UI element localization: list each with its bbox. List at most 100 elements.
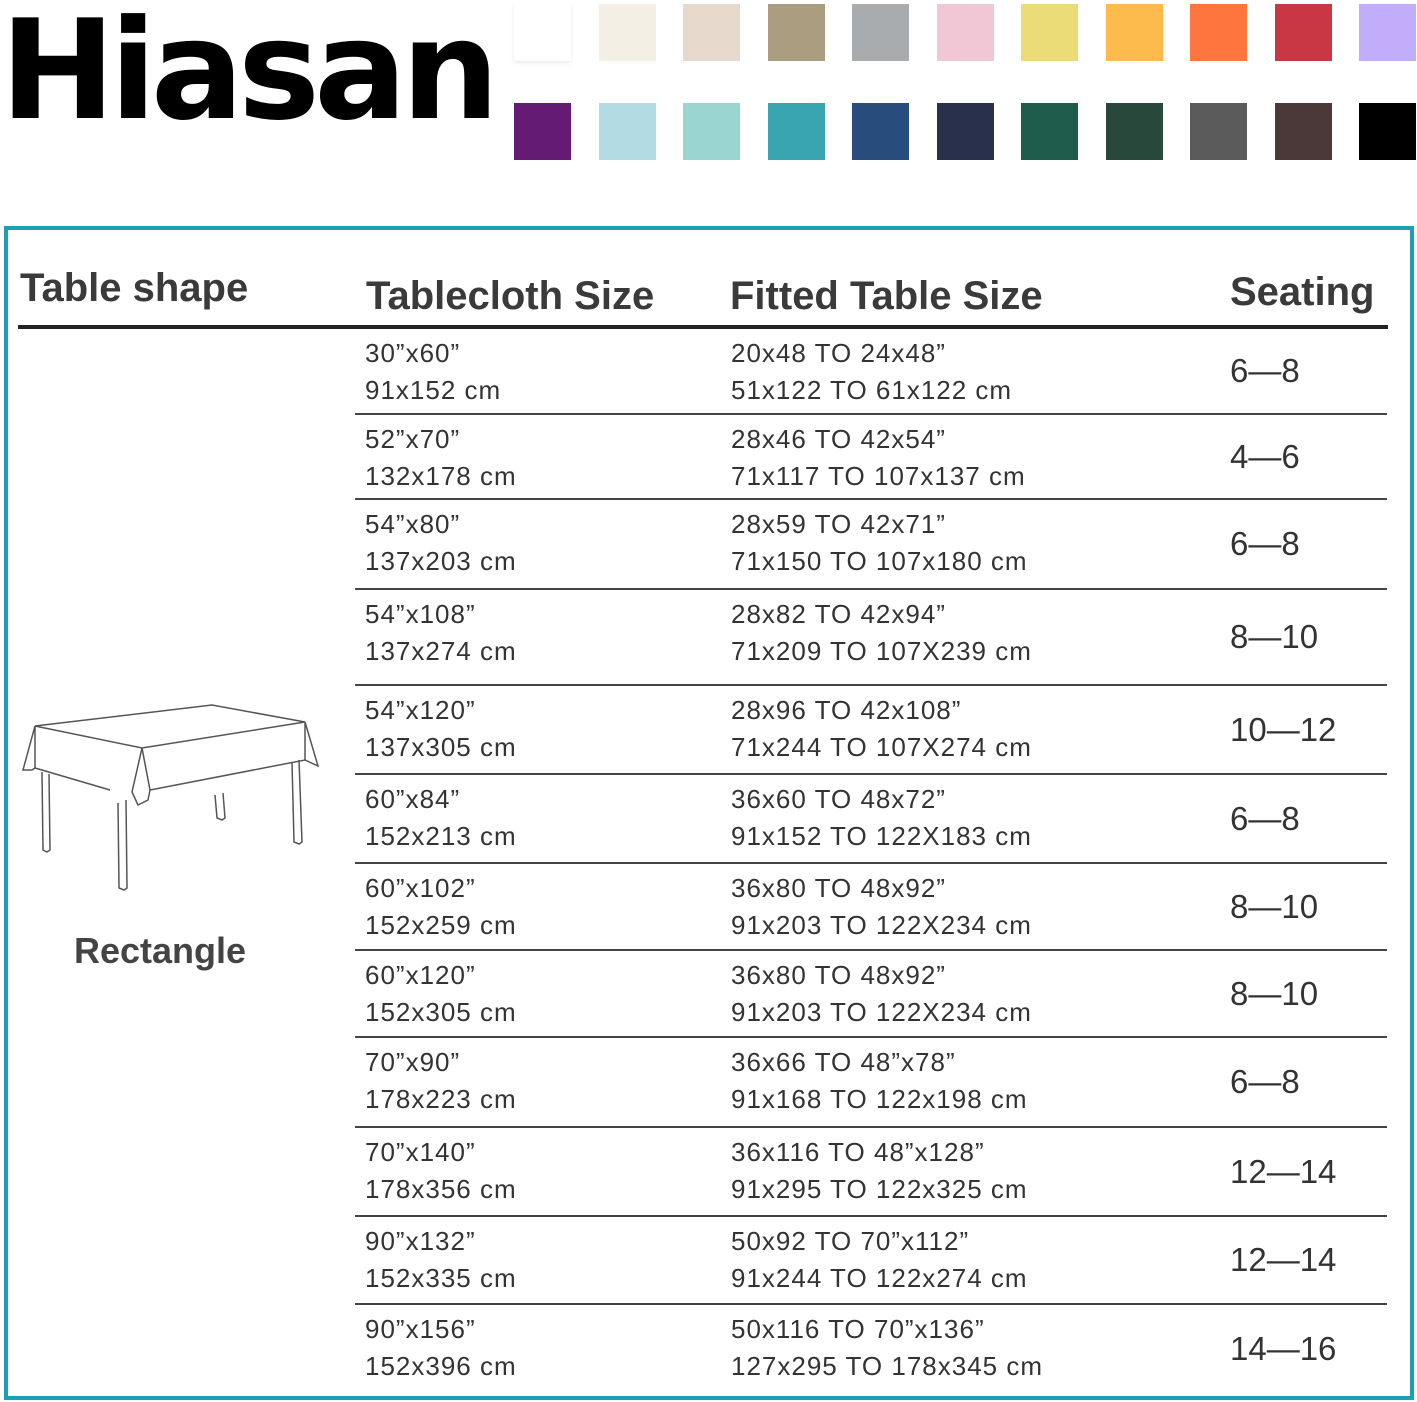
fitted-table-size: 28x82 TO 42x94” 71x209 TO 107X239 cm bbox=[731, 596, 1032, 670]
color-swatch[interactable] bbox=[852, 103, 909, 160]
fitted-table-size: 36x80 TO 48x92” 91x203 TO 122X234 cm bbox=[731, 957, 1032, 1031]
header-table-shape: Table shape bbox=[20, 266, 249, 310]
color-swatch[interactable] bbox=[1274, 4, 1332, 61]
color-swatch[interactable] bbox=[1021, 103, 1078, 160]
table-row: 54”x120” 137x305 cm 28x96 TO 42x108” 71x24… bbox=[355, 686, 1387, 775]
tablecloth-size: 60”x120” 152x305 cm bbox=[365, 957, 517, 1031]
seating: 8—10 bbox=[1230, 974, 1319, 1012]
fitted-size-cm: 91x168 TO 122x198 cm bbox=[731, 1084, 1028, 1114]
color-swatch[interactable] bbox=[767, 4, 825, 61]
tablecloth-size-inches: 60”x84” bbox=[365, 784, 461, 814]
seating: 6—8 bbox=[1230, 352, 1300, 389]
color-swatch[interactable] bbox=[1359, 4, 1416, 61]
tablecloth-size-cm: 137x203 cm bbox=[365, 546, 517, 576]
color-swatch[interactable] bbox=[936, 103, 994, 160]
fitted-size-inches: 36x60 TO 48x72” bbox=[731, 784, 946, 814]
color-swatch[interactable] bbox=[683, 4, 740, 61]
tablecloth-size-cm: 152x396 cm bbox=[365, 1351, 517, 1381]
tablecloth-size-inches: 30”x60” bbox=[365, 338, 461, 368]
fitted-table-size: 36x66 TO 48”x78” 91x168 TO 122x198 cm bbox=[731, 1044, 1028, 1118]
fitted-size-cm: 91x203 TO 122X234 cm bbox=[731, 997, 1032, 1027]
seating: 12—14 bbox=[1230, 1241, 1337, 1278]
table-row: 60”x102” 152x259 cm 36x80 TO 48x92” 91x203… bbox=[355, 864, 1387, 951]
color-swatch[interactable] bbox=[1274, 103, 1332, 160]
seating: 10—12 bbox=[1230, 710, 1337, 748]
seating: 8—10 bbox=[1230, 618, 1319, 655]
tablecloth-size: 54”x80” 137x203 cm bbox=[365, 506, 517, 580]
color-swatch[interactable] bbox=[936, 4, 994, 61]
shape-label: Rectangle bbox=[74, 930, 247, 971]
color-swatch[interactable] bbox=[514, 4, 571, 61]
color-swatch[interactable] bbox=[598, 4, 656, 61]
table-row: 90”x156” 152x396 cm 50x116 TO 70”x136” 127… bbox=[355, 1305, 1387, 1392]
color-swatch[interactable] bbox=[1021, 4, 1078, 61]
tablecloth-size-inches: 60”x102” bbox=[365, 873, 476, 903]
tablecloth-size: 60”x102” 152x259 cm bbox=[365, 870, 517, 944]
table-row: 52”x70” 132x178 cm 28x46 TO 42x54” 71x117 … bbox=[355, 415, 1387, 500]
table-row: 54”x80” 137x203 cm 28x59 TO 42x71” 71x150 … bbox=[355, 500, 1387, 590]
fitted-size-inches: 36x116 TO 48”x128” bbox=[731, 1137, 985, 1167]
seating: 8—10 bbox=[1230, 887, 1319, 925]
color-swatch[interactable] bbox=[1105, 4, 1163, 61]
tablecloth-size-cm: 132x178 cm bbox=[365, 461, 517, 491]
tablecloth-size: 70”x140” 178x356 cm bbox=[365, 1134, 517, 1208]
fitted-size-inches: 28x59 TO 42x71” bbox=[731, 509, 946, 539]
header-seating: Seating bbox=[1230, 270, 1375, 314]
fitted-size-cm: 91x244 TO 122x274 cm bbox=[731, 1263, 1028, 1293]
table-row: 60”x84” 152x213 cm 36x60 TO 48x72” 91x152 … bbox=[355, 775, 1387, 864]
tablecloth-size-inches: 90”x132” bbox=[365, 1226, 476, 1256]
fitted-size-inches: 50x92 TO 70”x112” bbox=[731, 1226, 970, 1256]
fitted-size-cm: 71x244 TO 107X274 cm bbox=[731, 732, 1032, 762]
fitted-table-size: 36x116 TO 48”x128” 91x295 TO 122x325 cm bbox=[731, 1134, 1028, 1208]
color-swatch[interactable] bbox=[1190, 4, 1247, 61]
fitted-table-size: 50x116 TO 70”x136” 127x295 TO 178x345 cm bbox=[731, 1311, 1043, 1385]
color-swatch[interactable] bbox=[1190, 103, 1247, 160]
header-fitted-table-size: Fitted Table Size bbox=[730, 274, 1043, 318]
fitted-table-size: 36x60 TO 48x72” 91x152 TO 122X183 cm bbox=[731, 781, 1032, 855]
tablecloth-size-inches: 90”x156” bbox=[365, 1314, 476, 1344]
seating: 6—8 bbox=[1230, 799, 1300, 837]
color-swatch[interactable] bbox=[1359, 103, 1416, 160]
tablecloth-size: 90”x156” 152x396 cm bbox=[365, 1311, 517, 1385]
fitted-table-size: 28x46 TO 42x54” 71x117 TO 107x137 cm bbox=[731, 421, 1026, 495]
seating: 6—8 bbox=[1230, 1063, 1300, 1100]
seating: 12—14 bbox=[1230, 1152, 1337, 1190]
tablecloth-size-cm: 137x274 cm bbox=[365, 636, 517, 666]
tablecloth-size-cm: 178x223 cm bbox=[365, 1084, 517, 1114]
seating: 14—16 bbox=[1230, 1329, 1337, 1367]
fitted-table-size: 36x80 TO 48x92” 91x203 TO 122X234 cm bbox=[731, 870, 1032, 944]
color-swatch[interactable] bbox=[767, 103, 825, 160]
tablecloth-size: 70”x90” 178x223 cm bbox=[365, 1044, 517, 1118]
fitted-size-cm: 71x117 TO 107x137 cm bbox=[731, 461, 1026, 491]
tablecloth-size: 30”x60” 91x152 cm bbox=[365, 335, 501, 409]
tablecloth-size-cm: 152x259 cm bbox=[365, 910, 517, 940]
color-swatch[interactable] bbox=[514, 103, 571, 160]
rectangle-table-icon bbox=[22, 704, 320, 891]
fitted-size-cm: 71x209 TO 107X239 cm bbox=[731, 636, 1032, 666]
table-row: 60”x120” 152x305 cm 36x80 TO 48x92” 91x203… bbox=[355, 951, 1387, 1038]
color-swatch[interactable] bbox=[852, 4, 909, 61]
fitted-size-inches: 28x46 TO 42x54” bbox=[731, 424, 946, 454]
header-divider bbox=[18, 325, 1388, 329]
fitted-size-inches: 36x66 TO 48”x78” bbox=[731, 1047, 956, 1077]
tablecloth-size: 54”x120” 137x305 cm bbox=[365, 692, 517, 766]
tablecloth-size-inches: 54”x108” bbox=[365, 599, 476, 629]
fitted-table-size: 50x92 TO 70”x112” 91x244 TO 122x274 cm bbox=[731, 1223, 1028, 1297]
color-swatch[interactable] bbox=[1105, 103, 1163, 160]
color-swatch[interactable] bbox=[598, 103, 656, 160]
fitted-size-inches: 28x82 TO 42x94” bbox=[731, 599, 946, 629]
fitted-size-inches: 50x116 TO 70”x136” bbox=[731, 1314, 985, 1344]
fitted-table-size: 28x59 TO 42x71” 71x150 TO 107x180 cm bbox=[731, 506, 1028, 580]
header-tablecloth-size: Tablecloth Size bbox=[366, 274, 655, 318]
tablecloth-size-cm: 152x335 cm bbox=[365, 1263, 517, 1293]
tablecloth-size: 60”x84” 152x213 cm bbox=[365, 781, 517, 855]
fitted-size-inches: 20x48 TO 24x48” bbox=[731, 338, 946, 368]
fitted-table-size: 28x96 TO 42x108” 71x244 TO 107X274 cm bbox=[731, 692, 1032, 766]
fitted-size-cm: 71x150 TO 107x180 cm bbox=[731, 546, 1028, 576]
color-swatch[interactable] bbox=[683, 103, 740, 160]
table-row: 30”x60” 91x152 cm 20x48 TO 24x48” 51x122 T… bbox=[355, 329, 1387, 415]
seating: 4—6 bbox=[1230, 437, 1300, 475]
fitted-size-cm: 127x295 TO 178x345 cm bbox=[731, 1351, 1044, 1381]
color-swatches bbox=[514, 4, 1416, 160]
tablecloth-size: 54”x108” 137x274 cm bbox=[365, 596, 517, 670]
